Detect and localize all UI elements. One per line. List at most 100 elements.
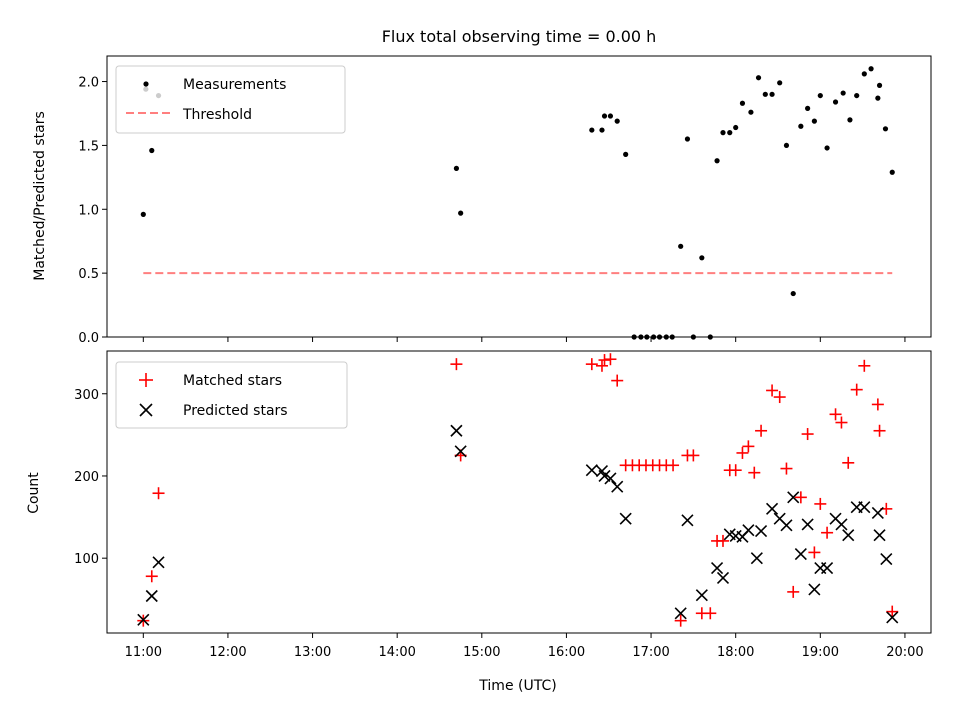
predicted-star-point [787,491,800,504]
measurement-point [601,113,608,119]
measurement-point [589,127,595,133]
measurement-point [861,71,867,77]
measurement-point [699,255,705,261]
measurement-point [733,124,739,131]
predicted-star-point [619,512,632,525]
predicted-x-b [808,583,821,596]
x-tick-label: 16:00 [548,645,585,660]
matched-star-point [598,354,611,367]
bottom-y-tick-label: 200 [74,470,99,485]
predicted-star-point [681,514,694,527]
matched-star-point [704,607,717,620]
bottom-legend: Matched stars Predicted stars [115,361,348,429]
predicted-x-b [829,512,842,525]
predicted-x-b [871,506,884,520]
matched-star-point [808,546,821,559]
bottom-panel: 100 200 300 11:00 12:00 13:00 14:00 15:00 16:00… [26,350,932,694]
x-tick-label: 20:00 [886,645,923,660]
measurement-point [817,92,823,99]
top-y-tick-label: 0.0 [78,331,99,346]
x-tick-label: 11:00 [125,645,162,660]
bottom-legend-box [115,361,348,429]
predicted-x-b [619,512,632,525]
predicted-x-b [880,552,893,566]
measurement-point [453,165,460,171]
predicted-star-point [742,524,755,537]
measurement-point [798,123,804,129]
top-y-tick-label: 0.5 [78,267,99,282]
matched-star-point [871,398,884,411]
x-tick-label: 15:00 [463,645,500,660]
predicted-star-point [873,529,886,542]
x-tick-label: 14:00 [378,645,415,660]
predicted-star-point [750,552,763,565]
predicted-x-b [711,561,724,575]
predicted-x-b [794,548,807,561]
predicted-star-point [886,611,899,624]
measurement-point [854,92,860,99]
measurement-point [811,118,817,124]
measurement-point [720,130,726,136]
matched-star-point [829,408,842,421]
predicted-star-point [780,519,793,532]
top-marks [140,66,895,340]
predicted-x-b [595,464,609,478]
measurement-point [777,80,783,86]
measurement-point [623,151,629,157]
predicted-star-point [858,501,871,514]
matched-star-point [873,424,886,437]
predicted-star-point [711,561,724,575]
predicted-x-b [750,552,763,565]
x-tick-label: 13:00 [294,645,331,660]
matched-star-point [801,428,814,441]
measurement-point [840,90,846,96]
matched-star-point [766,384,779,397]
predicted-x-b [821,561,834,575]
matched-star-point [674,614,687,627]
legend-matched-label: Matched stars [183,373,282,389]
predicted-x-b [842,529,855,542]
bottom-x-ticks: 11:00 12:00 13:00 14:00 15:00 16:00 17:00 18:00… [125,633,924,660]
predicted-star-point [835,518,848,531]
predicted-x-b [742,524,755,537]
predicted-x-b [152,556,165,569]
matched-star-point [729,464,742,477]
predicted-star-point [152,556,165,569]
predicted-star-point [880,552,893,566]
x-tick-label: 12:00 [209,645,246,660]
measurement-point [140,211,146,217]
legend-predicted-label: Predicted stars [183,403,288,419]
matched-star-point [842,456,855,469]
measurement-point [882,126,889,132]
measurement-point [805,105,811,111]
measurement-point [739,100,746,106]
predicted-x-b [858,501,871,514]
bottom-axes-frame [106,350,932,634]
matched-star-point [787,585,800,598]
matched-star-point [716,534,729,547]
predicted-star-point [454,445,467,458]
predicted-star-point [801,518,814,531]
legend-measurements-label: Measurements [183,77,286,93]
predicted-star-point [695,589,708,602]
predicted-x-b [787,491,800,504]
predicted-star-point [794,548,807,561]
matched-star-point [794,491,807,504]
predicted-x-b [674,607,687,620]
matched-star-point [858,359,871,372]
measurement-point [783,142,790,149]
predicted-x-b [450,424,463,437]
predicted-star-point [821,561,834,575]
legend-measurements-marker [143,81,149,87]
predicted-x-b [454,445,467,458]
matched-star-point [821,526,834,539]
matched-star-point [595,359,608,372]
top-axes-frame [106,55,932,338]
top-y-axis-label: Matched/Predicted stars [32,111,48,281]
matched-star-point [585,358,598,371]
x-tick-label: 18:00 [717,645,754,660]
predicted-x-b [773,512,786,525]
predicted-x-b [729,529,742,543]
matched-star-point [850,383,863,396]
matched-star-point [736,446,749,459]
